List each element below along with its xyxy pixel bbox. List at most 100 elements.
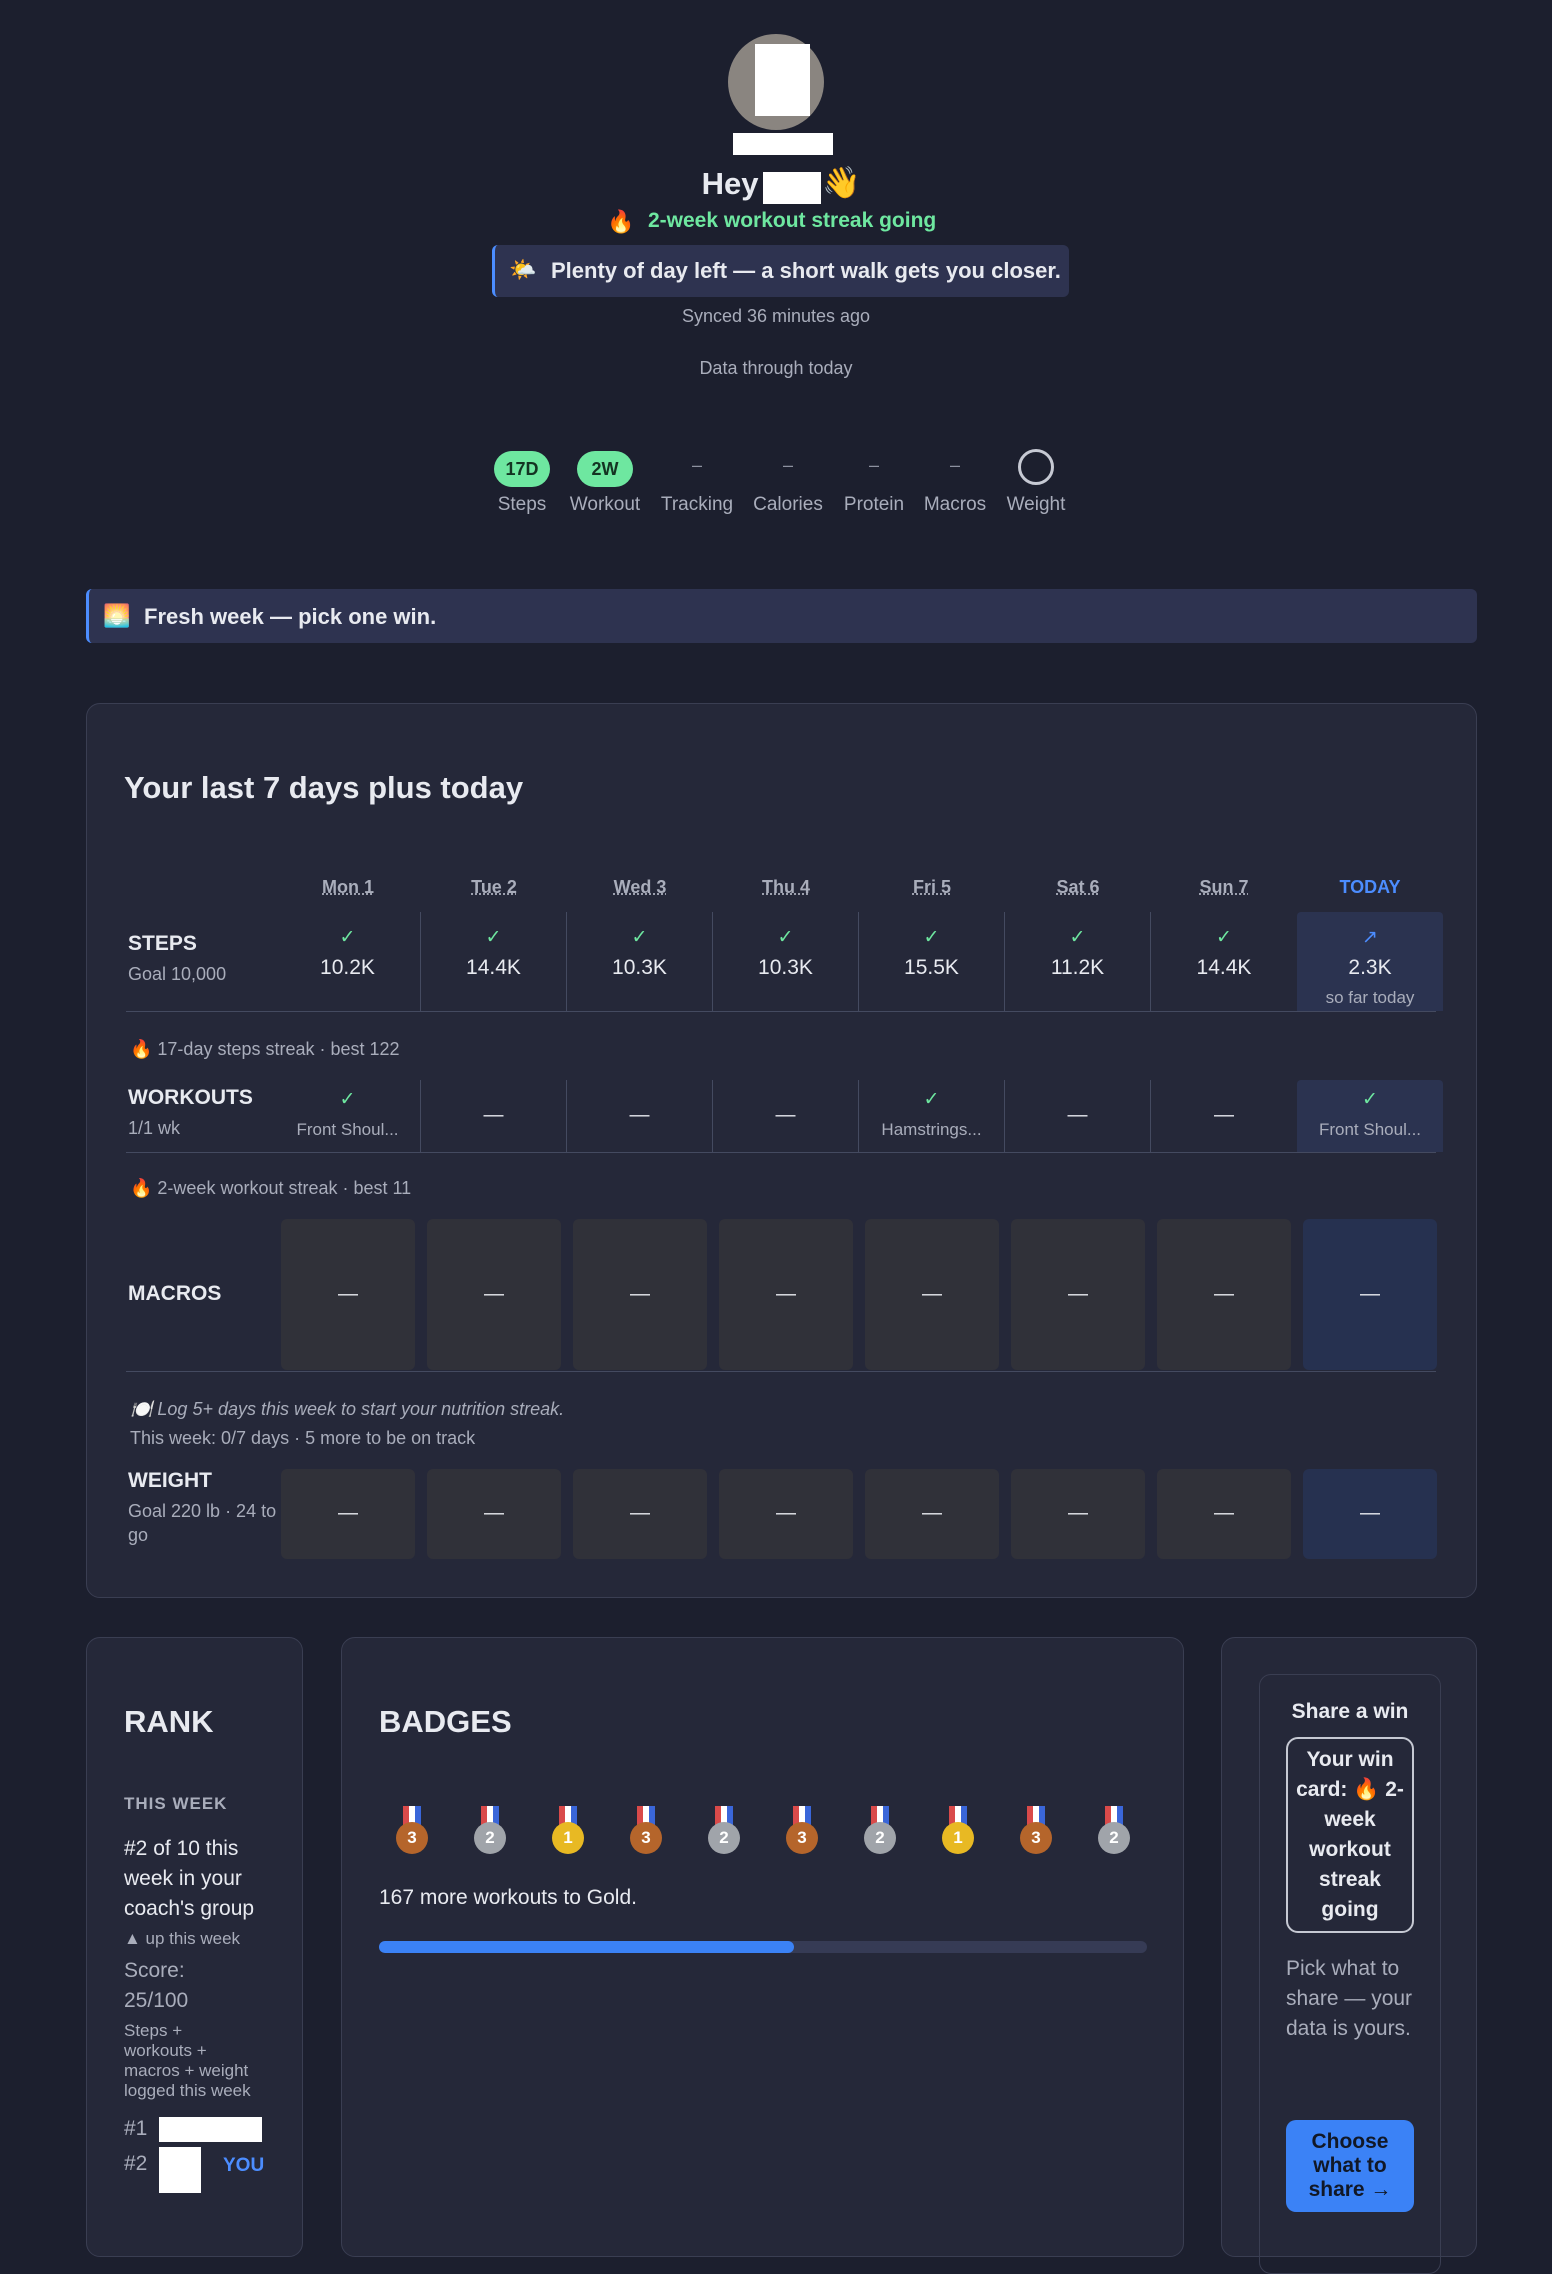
day-cell: — xyxy=(1005,1080,1151,1152)
banner: 🌅 Fresh week — pick one win. xyxy=(86,589,1477,643)
medal-ribbon xyxy=(1027,1806,1045,1826)
row-divider xyxy=(126,1011,1436,1012)
steps-value: 11.2K xyxy=(1050,956,1105,979)
empty-dash: — xyxy=(629,1104,650,1126)
share-note: Pick what to share — your data is yours. xyxy=(1286,1957,1413,2040)
day-cell: — xyxy=(567,1080,713,1152)
status-icon: ✓ xyxy=(777,927,794,948)
empty-dash: — xyxy=(630,1502,650,1524)
dashboard: Hey 👋 🔥 2-week workout streak going 🌤️ Plenty… xyxy=(86,34,1477,2274)
day-cell: ✓ Front Shoul... xyxy=(275,1080,421,1152)
streak-icon: 🔥 xyxy=(607,209,635,234)
day-cell: ✓ 11.2K xyxy=(1005,912,1151,1011)
day-header: Thu 4 xyxy=(762,877,810,897)
streak-label: Macros xyxy=(923,494,987,515)
rank-card: RANK THIS WEEK #2 of 10 this week in your … xyxy=(86,1637,303,2257)
medal-ribbon xyxy=(481,1806,499,1826)
empty-dash: — xyxy=(1214,1502,1234,1524)
row-sub: Goal 220 lb · 24 to go xyxy=(128,1501,277,1545)
empty-dash: — xyxy=(1214,1104,1234,1126)
day-cell: ✓ 14.4K xyxy=(421,912,567,1011)
day-header: Wed 3 xyxy=(613,877,667,897)
row-divider xyxy=(126,1371,1436,1372)
nutrition-note: 🍽️ Log 5+ days this week to start your n… xyxy=(130,1399,565,1419)
medal-ribbon xyxy=(793,1806,811,1826)
status-icon: ✓ xyxy=(339,927,356,948)
day-box: — xyxy=(427,1219,561,1370)
streak-pill: 17D xyxy=(494,451,550,487)
streak-pill: 2W xyxy=(577,451,633,487)
nudge-box: 🌤️ Plenty of day left — a short walk gets… xyxy=(492,245,1069,297)
status-icon: ✓ xyxy=(631,927,648,948)
streak-dash: – xyxy=(949,455,960,475)
row-label: WORKOUTS xyxy=(128,1086,253,1109)
streak-label: Calories xyxy=(753,494,823,515)
banner-text: Fresh week — pick one win. xyxy=(144,604,437,629)
day-cell: — xyxy=(1151,1080,1297,1152)
day-header: TODAY xyxy=(1339,877,1401,897)
medal: 3 xyxy=(630,1822,662,1854)
day-box: — xyxy=(1157,1219,1291,1370)
share-inner: Share a win Your win card: 🔥 2-week worko… xyxy=(1259,1674,1441,2274)
medal: 3 xyxy=(396,1822,428,1854)
row-label: MACROS xyxy=(128,1282,222,1305)
empty-dash: — xyxy=(483,1104,504,1126)
row-divider xyxy=(126,1152,1436,1153)
workout-name: Front Shoul... xyxy=(1318,1120,1422,1139)
day-box: — xyxy=(573,1219,707,1370)
streak-label: Protein xyxy=(843,494,905,515)
share-button[interactable]: Choose what to share → xyxy=(1286,2120,1414,2212)
empty-dash: — xyxy=(338,1502,358,1524)
day-header: Tue 2 xyxy=(471,877,517,897)
board-place: #2 xyxy=(124,2152,148,2175)
you-tag: YOU xyxy=(223,2155,265,2176)
status-icon: ✓ xyxy=(923,1089,940,1110)
steps-value: 14.4K xyxy=(466,956,521,979)
medal-ribbon xyxy=(715,1806,733,1826)
status-icon: ✓ xyxy=(1069,927,1086,948)
medal: 3 xyxy=(1020,1822,1052,1854)
status-icon: ✓ xyxy=(339,1089,356,1110)
streak-text: 2-week workout streak going xyxy=(648,209,937,232)
steps-value: 14.4K xyxy=(1196,956,1252,979)
medal: 2 xyxy=(1098,1822,1130,1854)
redacted xyxy=(755,44,810,116)
today-note: so far today xyxy=(1325,988,1415,1007)
row-label: WEIGHT xyxy=(128,1469,212,1492)
steps-value: 10.3K xyxy=(612,956,667,979)
status-icon: ✓ xyxy=(485,927,502,948)
week-title: Your last 7 days plus today xyxy=(124,770,524,805)
redacted-name xyxy=(733,133,833,155)
win-card[interactable]: Your win card: 🔥 2-week workout streak g… xyxy=(1286,1737,1414,1933)
medal: 3 xyxy=(786,1822,818,1854)
empty-dash: — xyxy=(1068,1282,1088,1305)
steps-value: 2.3K xyxy=(1348,956,1392,979)
workout-name: Hamstrings... xyxy=(881,1120,982,1139)
greeting: Hey xyxy=(701,166,759,201)
medal: 2 xyxy=(474,1822,506,1854)
day-box: — xyxy=(1011,1219,1145,1370)
synced: Synced 36 minutes ago xyxy=(681,306,871,326)
streak-dash: – xyxy=(868,455,879,475)
streak-note: 🔥 17-day steps streak · best 122 xyxy=(130,1039,400,1059)
streak-label: Workout xyxy=(569,494,641,515)
day-box: — xyxy=(719,1219,853,1370)
medal-ribbon xyxy=(559,1806,577,1826)
steps-value: 15.5K xyxy=(904,956,959,979)
empty-dash: — xyxy=(922,1502,942,1524)
medal-ribbon xyxy=(403,1806,421,1826)
row-sub: Goal 10,000 xyxy=(128,964,227,984)
streak-label: Weight xyxy=(1006,494,1066,515)
day-box: — xyxy=(1157,1469,1291,1559)
row-sub: 1/1 wk xyxy=(128,1118,181,1138)
day-box: — xyxy=(281,1219,415,1370)
data-through: Data through today xyxy=(699,358,853,378)
day-box: — xyxy=(1303,1469,1437,1559)
day-box: — xyxy=(1011,1469,1145,1559)
rank-trend: ▲ up this week xyxy=(124,1929,241,1948)
week-card: Your last 7 days plus today Mon 1 Tue 2 Wed… xyxy=(86,703,1477,1598)
day-header: Sun 7 xyxy=(1199,877,1249,897)
workout-name: Front Shoul... xyxy=(296,1120,399,1139)
redacted-name xyxy=(159,2147,201,2193)
rank-title: RANK xyxy=(124,1704,214,1739)
